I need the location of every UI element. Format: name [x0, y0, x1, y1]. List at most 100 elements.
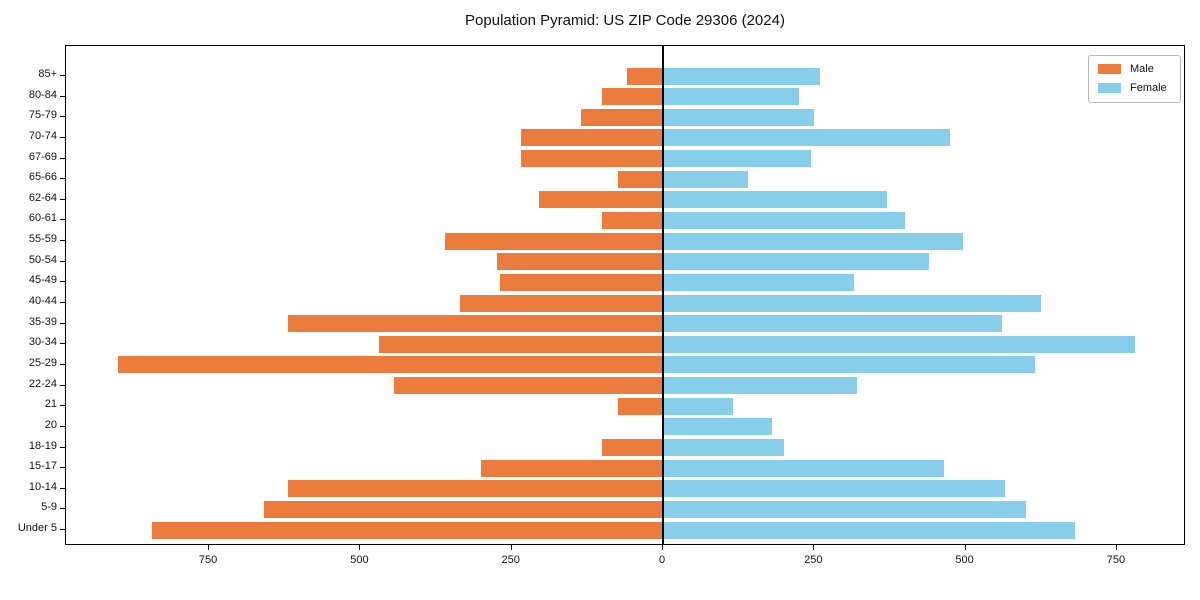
y-tick-mark	[60, 116, 65, 118]
age-group-label: 67-69	[28, 150, 57, 163]
y-tick-mark	[60, 384, 65, 386]
male-bar	[151, 521, 663, 539]
female-bar	[663, 211, 906, 229]
x-tick-mark	[813, 545, 815, 550]
y-tick-mark	[60, 136, 65, 138]
legend: Male Female	[1088, 55, 1181, 103]
legend-label-male: Male	[1130, 63, 1154, 75]
female-bar	[663, 335, 1136, 353]
y-tick-mark	[60, 240, 65, 242]
female-bar	[663, 315, 1002, 333]
female-bar	[663, 88, 800, 106]
age-group-label: 50-54	[28, 253, 57, 266]
age-group-label: 45-49	[28, 274, 57, 287]
x-tick-mark	[359, 545, 361, 550]
age-group-label: 30-34	[28, 336, 57, 349]
y-tick-mark	[60, 467, 65, 469]
y-tick-mark	[60, 178, 65, 180]
x-tick-mark	[510, 545, 512, 550]
y-tick-mark	[60, 529, 65, 531]
male-bar	[520, 129, 663, 147]
x-tick-label: 500	[350, 554, 369, 566]
age-group-label: 55-59	[28, 233, 57, 246]
y-tick-mark	[60, 446, 65, 448]
age-group-label: 80-84	[28, 88, 57, 101]
male-bar	[602, 439, 663, 457]
female-bar	[663, 459, 945, 477]
x-tick-mark	[964, 545, 966, 550]
age-group-label: 18-19	[28, 439, 57, 452]
female-bar	[663, 273, 854, 291]
age-group-label: 70-74	[28, 129, 57, 142]
age-group-label: 85+	[38, 68, 57, 80]
age-group-label: 65-66	[28, 171, 57, 184]
chart-title: Population Pyramid: US ZIP Code 29306 (2…	[465, 12, 785, 29]
plot-area: Male Female	[65, 45, 1185, 545]
male-bar	[481, 459, 663, 477]
age-group-label: 35-39	[28, 315, 57, 328]
legend-label-female: Female	[1130, 82, 1167, 94]
female-bar	[663, 108, 815, 126]
age-group-label: 21	[44, 398, 57, 411]
x-tick-mark	[208, 545, 210, 550]
x-tick-label: 750	[1106, 554, 1126, 566]
male-bar	[393, 377, 663, 395]
zero-axis-line	[662, 46, 664, 544]
y-tick-mark	[60, 281, 65, 283]
female-bar	[663, 397, 733, 415]
y-tick-mark	[60, 425, 65, 427]
male-bar	[499, 273, 663, 291]
female-bar	[663, 170, 748, 188]
age-group-label: 25-29	[28, 356, 57, 369]
age-group-label: 20	[44, 418, 57, 431]
x-tick-label: 250	[501, 554, 520, 566]
y-tick-mark	[60, 487, 65, 489]
x-tick-label: 0	[658, 554, 666, 566]
female-bar	[663, 377, 857, 395]
male-bar	[460, 294, 663, 312]
age-group-label: 60-61	[28, 212, 57, 225]
male-bar	[118, 356, 663, 374]
x-tick-label: 500	[955, 554, 974, 566]
female-bar	[663, 356, 1036, 374]
female-bar	[663, 232, 963, 250]
y-tick-mark	[60, 302, 65, 304]
female-bar	[663, 253, 930, 271]
y-tick-mark	[60, 95, 65, 97]
legend-item-male: Male	[1098, 63, 1171, 75]
female-bar	[663, 439, 785, 457]
x-tick-mark	[1115, 545, 1117, 550]
male-bar	[602, 88, 663, 106]
y-tick-mark	[60, 219, 65, 221]
y-tick-mark	[60, 363, 65, 365]
x-tick-mark	[662, 545, 663, 550]
female-bar	[663, 418, 772, 436]
y-tick-mark	[60, 198, 65, 200]
age-group-label: 40-44	[28, 295, 57, 308]
y-tick-mark	[60, 157, 65, 159]
age-group-label: 75-79	[28, 109, 57, 122]
age-group-label: 5-9	[41, 501, 57, 514]
y-tick-mark	[60, 343, 65, 345]
age-group-label: 22-24	[28, 377, 57, 390]
female-bar	[663, 150, 812, 168]
female-bar	[663, 67, 821, 85]
male-bar	[581, 108, 663, 126]
y-tick-mark	[60, 322, 65, 324]
female-bar	[663, 480, 1005, 498]
legend-item-female: Female	[1098, 82, 1171, 94]
x-tick-label: 750	[198, 554, 218, 566]
male-bar	[520, 150, 663, 168]
female-bar	[663, 191, 887, 209]
age-group-label: Under 5	[17, 522, 57, 535]
female-bar	[663, 129, 951, 147]
female-bar	[663, 500, 1027, 518]
male-bar	[626, 67, 663, 85]
y-tick-mark	[60, 260, 65, 262]
male-bar	[617, 397, 663, 415]
male-bar	[617, 170, 663, 188]
female-bar	[663, 294, 1042, 312]
age-group-label: 15-17	[28, 460, 57, 473]
age-group-label: 10-14	[28, 480, 57, 493]
male-bar	[378, 335, 663, 353]
